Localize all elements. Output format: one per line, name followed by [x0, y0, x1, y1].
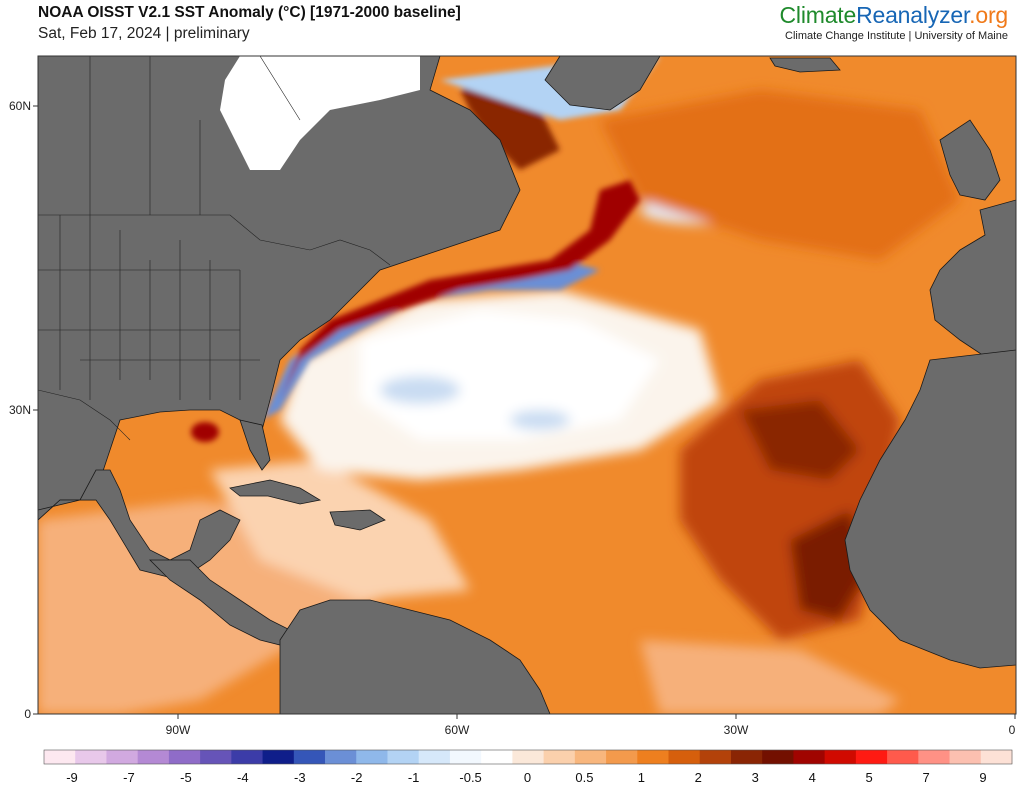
- colorbar-label: -0.5: [459, 770, 482, 785]
- latitude-axis: 60N 30N 0: [9, 99, 38, 721]
- lat-tick-label: 60N: [9, 99, 31, 113]
- colorbar-label: 3: [751, 770, 759, 785]
- colorbar-swatch: [137, 750, 170, 764]
- brand-logo[interactable]: ClimateReanalyzer.org: [779, 2, 1009, 29]
- lat-tick-label: 0: [24, 707, 31, 721]
- colorbar-swatch: [200, 750, 232, 764]
- map-frame: [37, 55, 1017, 715]
- colorbar-label: -3: [294, 770, 306, 785]
- colorbar-label: 0: [523, 770, 532, 785]
- colorbar-swatch: [356, 750, 388, 764]
- anomaly-cool-patch: [380, 376, 460, 404]
- colorbar-swatch: [481, 750, 513, 764]
- colorbar-swatch: [918, 750, 951, 764]
- colorbar-swatch: [793, 750, 826, 764]
- colorbar-label: 4: [808, 770, 816, 785]
- arctic-ice: [220, 56, 420, 170]
- land-europe: [929, 199, 1016, 361]
- colorbar-swatch: [668, 750, 701, 764]
- colorbar-swatch: [762, 750, 794, 764]
- land-florida: [239, 419, 271, 471]
- anomaly-cool-patch: [510, 410, 570, 430]
- border-us-canada: [38, 214, 391, 266]
- colorbar-swatch: [387, 750, 420, 764]
- brand-part-3: .org: [969, 2, 1008, 28]
- lon-tick-label: 30W: [724, 723, 749, 737]
- gulf-mexico-hot: [191, 422, 219, 442]
- anomaly-hot-northeast: [600, 90, 960, 260]
- land-africa: [844, 349, 1016, 669]
- colorbar-swatch: [574, 750, 607, 764]
- colorbar: [43, 749, 1013, 765]
- longitude-axis: 90W 60W 30W 0: [166, 714, 1016, 737]
- map-subtitle: Sat, Feb 17, 2024 | preliminary: [38, 25, 250, 42]
- colorbar-swatch: [887, 750, 919, 764]
- colorbar-swatch: [325, 750, 357, 764]
- gulf-stream-warm: [280, 180, 640, 400]
- lon-tick-label: 60W: [445, 723, 470, 737]
- land-british-isles: [939, 119, 1001, 201]
- brand-part-1: Climate: [779, 2, 857, 28]
- land-hispaniola: [329, 509, 386, 531]
- land-north-america: [38, 56, 521, 521]
- colorbar-swatch: [949, 750, 982, 764]
- map-title: NOAA OISST V2.1 SST Anomaly (°C) [1971-2…: [38, 4, 461, 21]
- border-canada-provinces: [89, 56, 301, 215]
- colorbar-swatch: [106, 750, 139, 764]
- colorbar-swatch: [855, 750, 888, 764]
- colorbar-swatch: [449, 750, 482, 764]
- colorbar-label: -5: [180, 770, 192, 785]
- land-iceland: [769, 57, 841, 73]
- colorbar-swatch: [606, 750, 638, 764]
- colorbar-swatch: [293, 750, 326, 764]
- colorbar-swatch: [231, 750, 264, 764]
- brand-subtitle: Climate Change Institute | University of…: [785, 30, 1008, 42]
- anomaly-very-hot-east: [740, 400, 860, 480]
- labrador-warm: [460, 80, 560, 170]
- colorbar-label: -4: [237, 770, 249, 785]
- colorbar-label: 2: [694, 770, 702, 785]
- anomaly-pale-southeast: [640, 640, 900, 714]
- colorbar-label: 5: [865, 770, 873, 785]
- brand-part-2: Reanalyzer: [856, 2, 970, 28]
- colorbar-label: -1: [407, 770, 420, 785]
- colorbar-swatch: [699, 750, 732, 764]
- colorbar-swatch: [730, 750, 763, 764]
- colorbar-swatch: [637, 750, 670, 764]
- colorbar-label: -2: [350, 770, 363, 785]
- land-central-america: [38, 469, 241, 581]
- colorbar-label: 1: [637, 770, 646, 785]
- colorbar-swatch: [168, 750, 201, 764]
- colorbar-label: -7: [123, 770, 135, 785]
- colorbar-swatch: [44, 750, 76, 764]
- colorbar-frame: [43, 749, 1013, 765]
- lat-tick-label: 30N: [9, 403, 31, 417]
- colorbar-swatch: [512, 750, 545, 764]
- lon-tick-label: 90W: [166, 723, 191, 737]
- colorbar-swatch: [980, 750, 1013, 764]
- anomaly-white-core: [360, 310, 660, 440]
- colorbar-swatch: [824, 750, 857, 764]
- colorbar-swatch: [543, 750, 576, 764]
- colorbar-label: 9: [979, 770, 987, 785]
- land-south-america: [279, 599, 551, 714]
- border-us-mexico: [38, 389, 131, 441]
- colorbar-label: -9: [66, 770, 78, 785]
- colorbar-label: 0.5: [575, 770, 594, 785]
- land-cuba: [229, 479, 322, 505]
- land-greenland: [544, 56, 661, 111]
- colorbar-swatch: [418, 750, 451, 764]
- border-us-states: [38, 215, 260, 400]
- colorbar-label: 7: [922, 770, 930, 785]
- colorbar-swatch: [75, 750, 107, 764]
- colorbar-swatch: [262, 750, 295, 764]
- lon-tick-label: 0: [1009, 723, 1016, 737]
